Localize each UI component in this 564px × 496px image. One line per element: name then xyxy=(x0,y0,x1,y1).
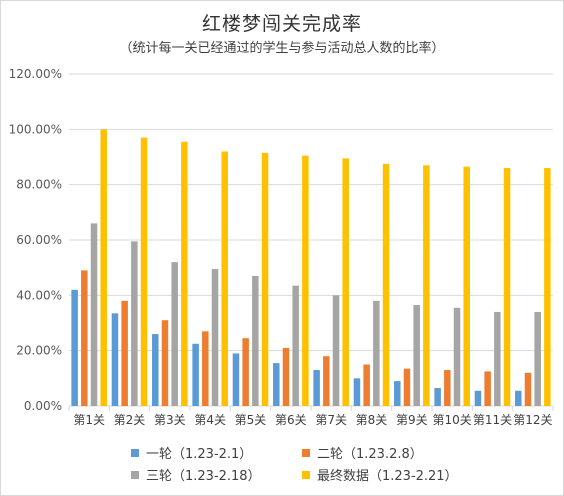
bar xyxy=(232,353,240,406)
bar xyxy=(544,168,551,406)
y-tick-label: 20.00% xyxy=(16,344,62,358)
x-tick-label: 第8关 xyxy=(356,413,388,427)
legend-label-series-3: 三轮（1.23-2.18） xyxy=(146,469,261,484)
x-tick-label: 第6关 xyxy=(275,413,307,427)
bar xyxy=(90,223,98,406)
y-tick-label: 100.00% xyxy=(9,122,62,136)
bar xyxy=(71,289,78,406)
bar xyxy=(181,141,188,406)
legend-item-series-1: 一轮（1.23-2.1） xyxy=(131,443,252,462)
bar xyxy=(363,364,370,406)
bar xyxy=(202,331,209,406)
bar xyxy=(161,320,169,406)
bar xyxy=(332,295,340,406)
bar xyxy=(342,158,349,406)
x-tick-label: 第1关 xyxy=(73,413,105,427)
chart-subtitle: （统计每一关已经通过的学生与参与活动总人数的比率） xyxy=(119,41,445,56)
legend-label-series-2: 二轮（1.23.2.8） xyxy=(317,447,423,462)
bar xyxy=(524,372,532,406)
bar xyxy=(534,311,541,406)
bar xyxy=(515,390,522,406)
bar xyxy=(221,151,228,406)
bar xyxy=(242,338,249,406)
bar xyxy=(211,269,219,406)
y-tick-label: 40.00% xyxy=(16,288,62,302)
bar xyxy=(292,285,299,406)
legend-label-series-1: 一轮（1.23-2.1） xyxy=(146,447,253,462)
legend-swatch-series-4 xyxy=(302,470,310,479)
bar xyxy=(171,262,178,406)
bar xyxy=(453,307,461,406)
legend-swatch-series-2 xyxy=(302,448,310,457)
bar xyxy=(273,363,280,406)
x-tick-label: 第2关 xyxy=(114,413,146,427)
bar xyxy=(121,300,128,406)
x-tick-label: 第11关 xyxy=(473,413,512,427)
x-tick-label: 第9关 xyxy=(396,413,428,427)
x-tick-label: 第5关 xyxy=(235,413,267,427)
x-tick-label: 第4关 xyxy=(194,413,226,427)
bar xyxy=(100,129,107,406)
chart-title: 红楼梦闯关完成率 xyxy=(201,13,362,35)
bar xyxy=(403,368,411,406)
bar xyxy=(503,168,511,406)
legend-swatch-series-3 xyxy=(131,470,139,479)
legend-label-series-4: 最终数据（1.23-2.21） xyxy=(317,469,458,484)
bar xyxy=(373,300,380,406)
bar xyxy=(413,305,420,406)
bar xyxy=(463,166,470,406)
bar xyxy=(192,343,199,406)
legend-item-series-2: 二轮（1.23.2.8） xyxy=(302,443,423,462)
bar xyxy=(302,155,309,406)
x-tick-label: 第3关 xyxy=(154,413,186,427)
bar xyxy=(474,390,482,406)
bar xyxy=(111,313,119,406)
bar xyxy=(444,370,451,406)
bar xyxy=(353,378,361,406)
y-tick-label: 0.00% xyxy=(24,399,62,413)
bar xyxy=(434,388,441,406)
bar xyxy=(484,371,491,406)
bar xyxy=(282,347,290,406)
x-tick-label: 第10关 xyxy=(433,413,472,427)
legend-item-series-3: 三轮（1.23-2.18） xyxy=(131,465,261,484)
y-tick-label: 60.00% xyxy=(16,233,62,247)
bar xyxy=(81,270,88,406)
bar xyxy=(394,381,401,406)
bar xyxy=(252,275,259,406)
legend-swatch-series-1 xyxy=(131,448,139,457)
x-tick-label: 第7关 xyxy=(315,413,347,427)
bar xyxy=(152,334,159,406)
bar xyxy=(261,152,269,406)
y-tick-label: 120.00% xyxy=(9,67,62,81)
y-tick-label: 80.00% xyxy=(16,178,62,192)
bar xyxy=(131,241,138,406)
x-tick-label: 第12关 xyxy=(513,413,552,427)
legend-item-series-4: 最终数据（1.23-2.21） xyxy=(302,465,458,484)
bar xyxy=(323,356,330,406)
bar xyxy=(423,165,430,406)
bar xyxy=(313,370,320,406)
bar xyxy=(494,311,501,406)
bar xyxy=(140,137,148,406)
bar xyxy=(382,163,390,406)
